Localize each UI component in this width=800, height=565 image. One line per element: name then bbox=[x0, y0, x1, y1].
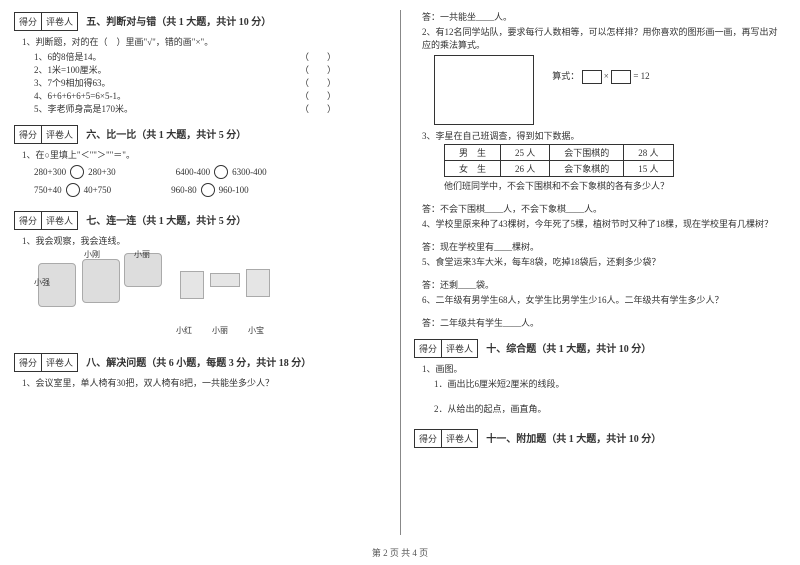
character bbox=[82, 259, 120, 303]
object bbox=[180, 271, 204, 299]
question-4: 4、学校里原来种了43棵树，今年死了5棵，植树节时又种了18棵，现在学校里有几棵… bbox=[422, 217, 786, 230]
object bbox=[210, 273, 240, 287]
compare-item: 6400-4006300-400 bbox=[176, 165, 267, 179]
score-label: 得分 bbox=[14, 211, 42, 230]
sec10-sub1: 1．画出比6厘米短2厘米的线段。 bbox=[434, 377, 786, 390]
score-label: 得分 bbox=[414, 429, 442, 448]
grader-label: 评卷人 bbox=[442, 429, 478, 448]
sec10-sub2: 2．从给出的起点，画直角。 bbox=[434, 402, 786, 415]
compare-circle[interactable] bbox=[70, 165, 84, 179]
section-6-title: 六、比一比（共 1 大题，共计 5 分） bbox=[86, 126, 246, 141]
section-8-title: 八、解决问题（共 6 小题，每题 3 分，共计 18 分） bbox=[86, 354, 311, 369]
answer-5: 答：还剩____袋。 bbox=[422, 278, 786, 291]
q2-drawing-area: 算式： × = 12 bbox=[424, 55, 786, 125]
score-label: 得分 bbox=[14, 125, 42, 144]
sec5-item: 1、6的8倍是14。（ ） bbox=[34, 50, 386, 63]
sec5-item: 4、6+6+6+6+5=6×5-1。（ ） bbox=[34, 89, 386, 102]
question-6: 6、二年级有男学生68人，女学生比男学生少16人。二年级共有学生多少人？ bbox=[422, 293, 786, 306]
score-box-5: 得分 评卷人 bbox=[14, 12, 78, 31]
compare-circle[interactable] bbox=[66, 183, 80, 197]
object bbox=[246, 269, 270, 297]
compare-circle[interactable] bbox=[201, 183, 215, 197]
answer-1: 答：一共能坐____人。 bbox=[422, 10, 786, 23]
score-label: 得分 bbox=[14, 12, 42, 31]
score-label: 得分 bbox=[14, 353, 42, 372]
formula-blank[interactable] bbox=[582, 70, 602, 84]
section-5-title: 五、判断对与错（共 1 大题，共计 10 分） bbox=[86, 13, 271, 28]
sec8-q1: 1、会议室里，单人椅有30把，双人椅有8把，一共能坐多少人？ bbox=[22, 376, 386, 389]
section-11-title: 十一、附加题（共 1 大题，共计 10 分） bbox=[486, 430, 661, 445]
answer-4: 答：现在学校里有____棵树。 bbox=[422, 240, 786, 253]
compare-item: 960-80960-100 bbox=[171, 183, 249, 197]
question-3b: 他们班同学中，不会下围棋和不会下象棋的各有多少人？ bbox=[444, 179, 786, 192]
right-column: 答：一共能坐____人。 2、有12名同学站队，要求每行人数相等，可以怎样排？用… bbox=[400, 0, 800, 565]
compare-circle[interactable] bbox=[214, 165, 228, 179]
section-10-title: 十、综合题（共 1 大题，共计 10 分） bbox=[486, 340, 651, 355]
table-row: 男 生 25 人 会下围棋的 28 人 bbox=[445, 145, 674, 161]
question-5: 5、食堂运来3车大米，每车8袋，吃掉18袋后，还剩多少袋？ bbox=[422, 255, 786, 268]
formula-area: 算式： × = 12 bbox=[552, 69, 649, 84]
answer-6: 答：二年级共有学生____人。 bbox=[422, 316, 786, 329]
score-box-10: 得分 评卷人 bbox=[414, 339, 478, 358]
left-column: 得分 评卷人 五、判断对与错（共 1 大题，共计 10 分） 1、判断题，对的在… bbox=[0, 0, 400, 565]
table-row: 女 生 26 人 会下象棋的 15 人 bbox=[445, 161, 674, 177]
grader-label: 评卷人 bbox=[442, 339, 478, 358]
sec5-item: 5、李老师身高是170米。（ ） bbox=[34, 102, 386, 115]
score-box-7: 得分 评卷人 bbox=[14, 211, 78, 230]
grader-label: 评卷人 bbox=[42, 125, 78, 144]
score-box-8: 得分 评卷人 bbox=[14, 353, 78, 372]
formula-blank[interactable] bbox=[611, 70, 631, 84]
section-7-title: 七、连一连（共 1 大题，共计 5 分） bbox=[86, 212, 246, 227]
compare-item: 280+300280+30 bbox=[34, 165, 116, 179]
sec6-intro: 1、在○里填上"＜""＞""＝"。 bbox=[22, 148, 386, 161]
score-box-6: 得分 评卷人 bbox=[14, 125, 78, 144]
sec5-item: 3、7个9相加得63。（ ） bbox=[34, 76, 386, 89]
sec10-intro: 1、画图。 bbox=[422, 362, 786, 375]
question-3: 3、李星在自己班调查，得到如下数据。 bbox=[422, 129, 786, 142]
answer-3: 答：不会下围棋____人，不会下象棋____人。 bbox=[422, 202, 786, 215]
grader-label: 评卷人 bbox=[42, 353, 78, 372]
compare-item: 750+4040+750 bbox=[34, 183, 111, 197]
sec5-item: 2、1米=100厘米。（ ） bbox=[34, 63, 386, 76]
compare-row: 750+4040+750 960-80960-100 bbox=[34, 183, 386, 197]
matching-figure: 小刚 小丽 小强 小红 小丽 小宝 bbox=[34, 249, 264, 339]
drawing-box[interactable] bbox=[434, 55, 534, 125]
score-label: 得分 bbox=[414, 339, 442, 358]
compare-row: 280+300280+30 6400-4006300-400 bbox=[34, 165, 386, 179]
page-footer: 第 2 页 共 4 页 bbox=[0, 546, 800, 559]
sec7-intro: 1、我会观察，我会连线。 bbox=[22, 234, 386, 247]
question-2: 2、有12名同学站队，要求每行人数相等，可以怎样排？用你喜欢的图形画一画，再写出… bbox=[422, 25, 786, 51]
sec5-intro: 1、判断题，对的在（ ）里画"√"，错的画"×"。 bbox=[22, 35, 386, 48]
survey-table: 男 生 25 人 会下围棋的 28 人 女 生 26 人 会下象棋的 15 人 bbox=[444, 144, 674, 177]
grader-label: 评卷人 bbox=[42, 12, 78, 31]
score-box-11: 得分 评卷人 bbox=[414, 429, 478, 448]
grader-label: 评卷人 bbox=[42, 211, 78, 230]
